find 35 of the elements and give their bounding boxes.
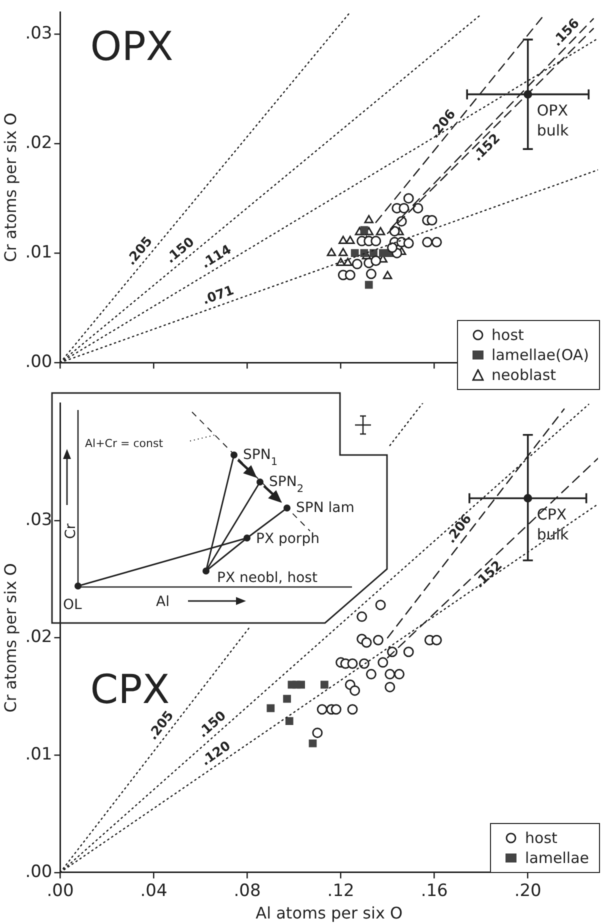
annotation: SPN$_{1}$ bbox=[243, 447, 278, 468]
series-label: OPX bulk bbox=[536, 102, 570, 140]
y-tick-label: .00 bbox=[25, 352, 52, 372]
x-tick-label: .12 bbox=[327, 881, 354, 902]
y-tick-label: .00 bbox=[25, 862, 52, 882]
y-tick-label: .03 bbox=[25, 24, 52, 44]
annotation: PX porph bbox=[256, 531, 320, 547]
annotation: OL bbox=[63, 597, 82, 613]
y-tick-label: .01 bbox=[25, 744, 52, 765]
legend-label: neoblast bbox=[492, 365, 556, 385]
x-tick-label: .04 bbox=[140, 881, 168, 902]
y-axis-title: Cr atoms per six O bbox=[0, 563, 20, 712]
annotation: SPN lam bbox=[296, 500, 354, 516]
x-axis-title: Al atoms per six O bbox=[256, 904, 403, 923]
x-tick-label: .20 bbox=[514, 881, 542, 902]
y-tick-label: .01 bbox=[25, 242, 52, 263]
text: .071 bbox=[200, 283, 236, 308]
x-tick-label: .00 bbox=[46, 881, 74, 902]
annotation: Al bbox=[156, 594, 170, 610]
annotation: Cr bbox=[63, 523, 79, 539]
y-tick-label: .02 bbox=[25, 627, 52, 648]
annotation: PX neobl, host bbox=[217, 570, 318, 586]
chart-title: OPX bbox=[90, 24, 174, 70]
y-axis-title: Cr atoms per six O bbox=[0, 112, 20, 262]
legend-label: host bbox=[492, 325, 524, 345]
legend-label: host bbox=[525, 828, 558, 848]
x-tick-label: .16 bbox=[420, 881, 448, 902]
annotation: SPN$_{2}$ bbox=[269, 474, 304, 495]
x-tick-label: .08 bbox=[234, 881, 261, 902]
annotation: Al+Cr = const bbox=[85, 437, 164, 450]
y-tick-label: .03 bbox=[25, 510, 52, 530]
series-label: CPX bulk bbox=[536, 506, 570, 544]
legend-label: lamellae(OA) bbox=[492, 345, 589, 365]
legend-label: lamellae bbox=[525, 848, 589, 868]
y-tick-label: .02 bbox=[25, 133, 52, 154]
